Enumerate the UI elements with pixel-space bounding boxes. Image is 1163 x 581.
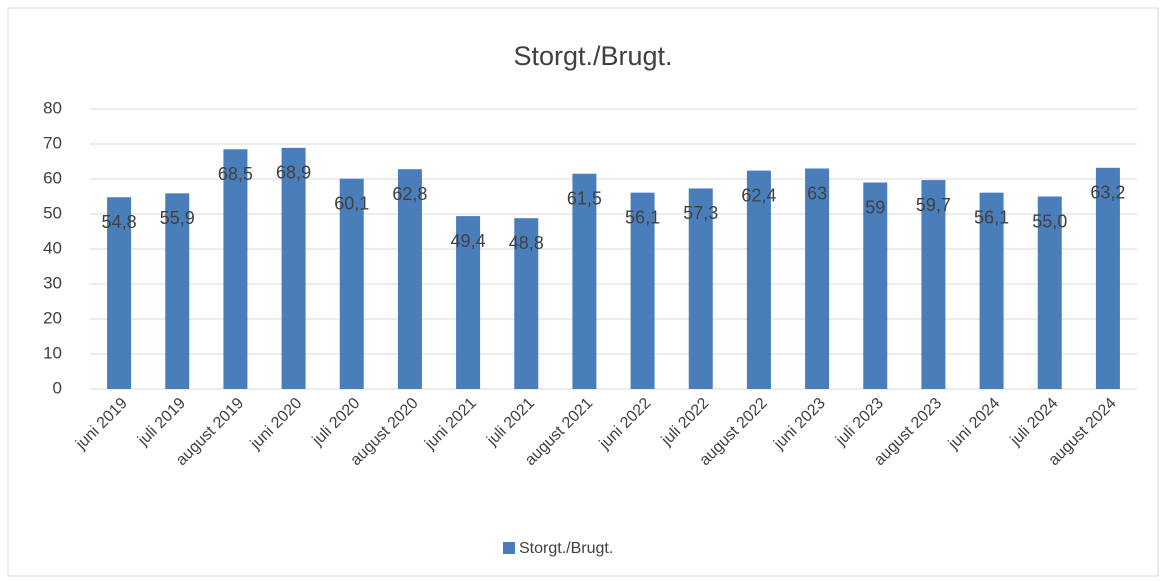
- y-tick-label: 50: [43, 203, 62, 222]
- data-label: 68,5: [218, 164, 253, 184]
- data-label: 61,5: [567, 189, 602, 209]
- data-label: 68,9: [276, 163, 311, 183]
- bar: [572, 173, 597, 389]
- data-label: 54,8: [102, 212, 137, 232]
- bar: [223, 149, 248, 389]
- data-label: 60,1: [334, 193, 369, 213]
- bar: [456, 216, 481, 389]
- data-label: 59: [865, 197, 885, 217]
- y-tick-label: 20: [43, 308, 62, 327]
- data-label: 62,8: [392, 184, 427, 204]
- y-tick-label: 0: [53, 378, 62, 397]
- bar: [339, 178, 364, 389]
- bar: [863, 182, 888, 389]
- bar: [688, 188, 713, 389]
- data-label: 63,2: [1090, 183, 1125, 203]
- bar: [746, 170, 771, 389]
- bar: [281, 147, 306, 389]
- bar: [979, 192, 1004, 389]
- data-label: 62,4: [741, 185, 776, 205]
- chart-title: Storgt./Brugt.: [513, 41, 672, 71]
- data-label: 56,1: [974, 207, 1009, 227]
- bar: [630, 192, 655, 389]
- data-label: 57,3: [683, 203, 718, 223]
- bar: [107, 197, 132, 389]
- y-tick-label: 40: [43, 238, 62, 257]
- legend-swatch: [503, 542, 515, 554]
- data-label: 55,9: [160, 208, 195, 228]
- bar: [1037, 196, 1062, 389]
- y-tick-label: 70: [43, 133, 62, 152]
- y-tick-label: 30: [43, 273, 62, 292]
- bar: [1095, 167, 1120, 389]
- data-label: 63: [807, 183, 827, 203]
- data-label: 49,4: [451, 231, 486, 251]
- bar: [165, 193, 190, 389]
- data-label: 56,1: [625, 207, 660, 227]
- y-tick-label: 80: [43, 98, 62, 117]
- y-tick-label: 10: [43, 343, 62, 362]
- data-label: 55,0: [1032, 211, 1067, 231]
- bar: [921, 180, 946, 389]
- bar: [805, 168, 830, 389]
- data-label: 59,7: [916, 195, 951, 215]
- data-label: 48,8: [509, 233, 544, 253]
- bar: [514, 218, 539, 389]
- y-tick-label: 60: [43, 168, 62, 187]
- legend-label: Storgt./Brugt.: [519, 540, 613, 557]
- bar: [397, 169, 422, 389]
